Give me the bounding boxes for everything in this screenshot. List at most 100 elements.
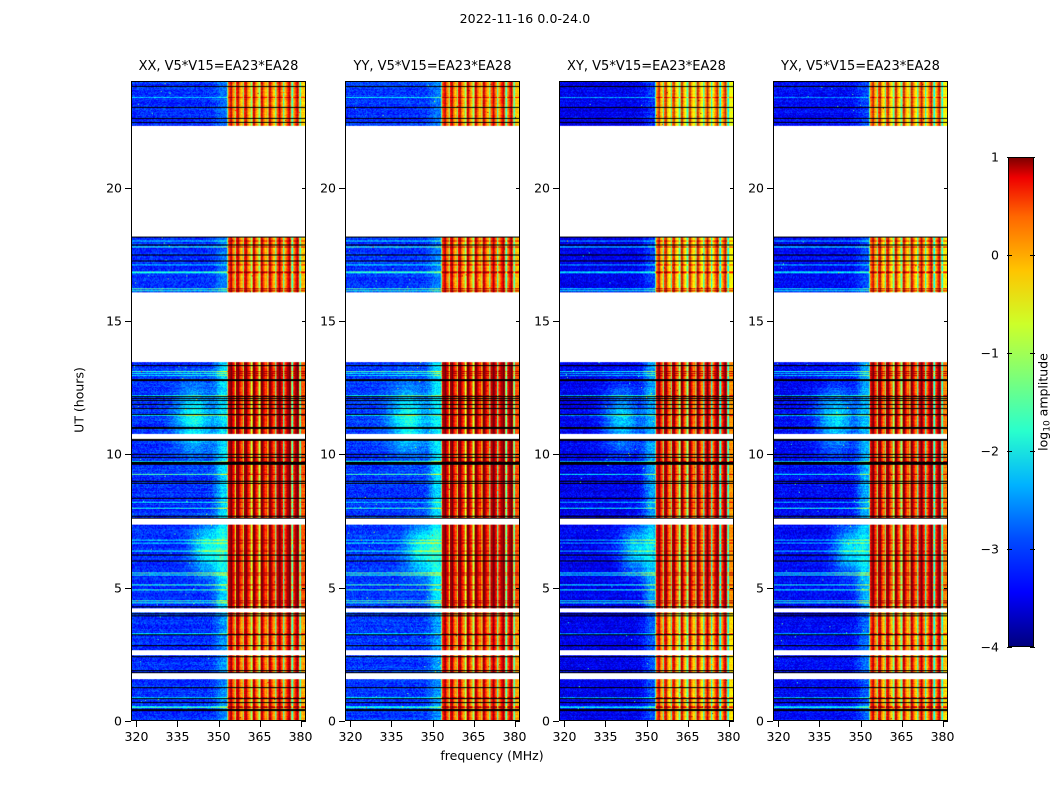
- colorbar-tick-mark: [1007, 255, 1012, 256]
- panel-xy[interactable]: XY, V5*V15=EA23*EA28 0 5 10 15 20 320 335 350 36…: [534, 59, 740, 744]
- y-tick-mark-right: [730, 454, 734, 456]
- x-tick-label: 320: [552, 729, 577, 744]
- axes-xy[interactable]: [559, 81, 734, 721]
- x-tick-mark: [350, 721, 352, 727]
- x-tick-label: 380: [930, 729, 955, 744]
- y-tick-label: 0: [328, 713, 336, 729]
- y-tick-mark: [553, 587, 559, 589]
- colorbar-tick-mark-right: [1030, 157, 1035, 158]
- axes-yx[interactable]: [773, 81, 948, 721]
- y-tick-label: 0: [542, 713, 550, 729]
- colorbar-tick-mark-right: [1030, 549, 1035, 550]
- y-tick-label: 20: [320, 180, 336, 196]
- x-tick-mark: [728, 721, 730, 727]
- y-tick-label: 10: [320, 446, 336, 462]
- y-tick-label: 5: [328, 580, 336, 596]
- y-tick-mark: [767, 454, 773, 456]
- y-tick-mark-right: [944, 587, 948, 589]
- heatmap-image-xx: [132, 82, 305, 720]
- panel-xx[interactable]: XX, V5*V15=EA23*EA28 0 5 10 15 20 320 335 350 36…: [106, 59, 312, 744]
- colorbar-tick-mark: [1007, 353, 1012, 354]
- x-tick-mark: [391, 721, 393, 727]
- x-tick-mark: [778, 721, 780, 727]
- x-tick-label: 335: [593, 729, 618, 744]
- y-tick-label: 15: [106, 313, 122, 329]
- colorbar-tick-mark: [1007, 157, 1012, 158]
- x-tick-label: 320: [766, 729, 791, 744]
- y-tick-mark-right: [302, 721, 306, 722]
- colorbar-tick-label: −1: [980, 345, 999, 361]
- y-tick-mark-right: [730, 187, 734, 189]
- x-tick-mark: [819, 721, 821, 727]
- y-tick-label: 20: [106, 180, 122, 196]
- y-tick-mark-right: [302, 454, 306, 456]
- y-tick-mark-right: [302, 187, 306, 189]
- colorbar-tick-mark-right: [1030, 451, 1035, 452]
- heatmap-image-xy: [560, 82, 733, 720]
- colorbar-tick-label: −2: [980, 443, 999, 459]
- y-tick-label: 5: [114, 580, 122, 596]
- y-tick-mark: [767, 587, 773, 589]
- x-tick-label: 335: [379, 729, 404, 744]
- colorbar-tick-mark: [1007, 451, 1012, 452]
- colorbar[interactable]: 1 0 −1 −2 −3 −4: [981, 150, 1035, 655]
- y-tick-mark-right: [516, 721, 520, 722]
- panel-title-xx: XX, V5*V15=EA23*EA28: [138, 59, 299, 74]
- axes-yy[interactable]: [345, 81, 520, 721]
- colorbar-tick-mark-right: [1030, 255, 1035, 256]
- axes-xx[interactable]: [131, 81, 306, 721]
- colorbar-tick-mark: [1007, 647, 1012, 648]
- x-tick-mark: [646, 721, 648, 727]
- y-tick-mark: [339, 187, 345, 189]
- y-tick-mark: [553, 721, 559, 722]
- y-tick-mark: [767, 321, 773, 322]
- y-tick-mark-right: [302, 587, 306, 589]
- y-tick-label: 15: [320, 313, 336, 329]
- panel-title-yy: YY, V5*V15=EA23*EA28: [353, 59, 512, 74]
- y-tick-mark: [553, 321, 559, 322]
- colorbar-label-subscript: 10: [1042, 420, 1050, 432]
- x-tick-label: 365: [889, 729, 914, 744]
- x-axis-label: frequency (MHz): [0, 748, 1050, 763]
- y-tick-mark-right: [516, 321, 520, 322]
- x-tick-mark: [300, 721, 302, 727]
- x-tick-mark: [901, 721, 903, 727]
- y-tick-mark-right: [730, 321, 734, 322]
- panel-yx[interactable]: YX, V5*V15=EA23*EA28 0 5 10 15 20 320 335 350 36…: [748, 59, 954, 744]
- colorbar-label-tail: amplitude: [1035, 353, 1050, 421]
- colorbar-label: log10 amplitude: [1036, 353, 1050, 451]
- x-tick-label: 335: [165, 729, 190, 744]
- y-tick-mark: [767, 721, 773, 722]
- y-tick-mark: [339, 454, 345, 456]
- y-tick-mark: [553, 187, 559, 189]
- y-tick-mark-right: [944, 454, 948, 456]
- colorbar-tick-label: 0: [991, 247, 999, 263]
- x-tick-mark: [432, 721, 434, 727]
- x-tick-mark: [473, 721, 475, 727]
- panel-title-xy: XY, V5*V15=EA23*EA28: [567, 59, 726, 74]
- y-tick-mark: [339, 721, 345, 722]
- y-tick-label: 15: [534, 313, 550, 329]
- x-tick-label: 365: [461, 729, 486, 744]
- x-tick-label: 335: [807, 729, 832, 744]
- panel-yy[interactable]: YY, V5*V15=EA23*EA28 0 5 10 15 20 320 335 350 36…: [320, 59, 526, 744]
- y-tick-mark-right: [730, 721, 734, 722]
- y-tick-label: 15: [748, 313, 764, 329]
- y-tick-label: 5: [756, 580, 764, 596]
- y-tick-label: 10: [534, 446, 550, 462]
- y-tick-mark-right: [516, 587, 520, 589]
- x-tick-label: 365: [247, 729, 272, 744]
- x-tick-label: 350: [634, 729, 659, 744]
- y-tick-mark: [125, 454, 131, 456]
- x-tick-label: 320: [124, 729, 149, 744]
- y-tick-mark: [125, 321, 131, 322]
- colorbar-tick-label: 1: [991, 149, 999, 165]
- y-tick-label: 10: [106, 446, 122, 462]
- colorbar-tick-mark-right: [1030, 647, 1035, 648]
- x-tick-mark: [218, 721, 220, 727]
- x-axis-label-text: frequency (MHz): [440, 748, 544, 763]
- y-tick-mark-right: [944, 721, 948, 722]
- colorbar-tick-mark: [1007, 549, 1012, 550]
- x-tick-mark: [177, 721, 179, 727]
